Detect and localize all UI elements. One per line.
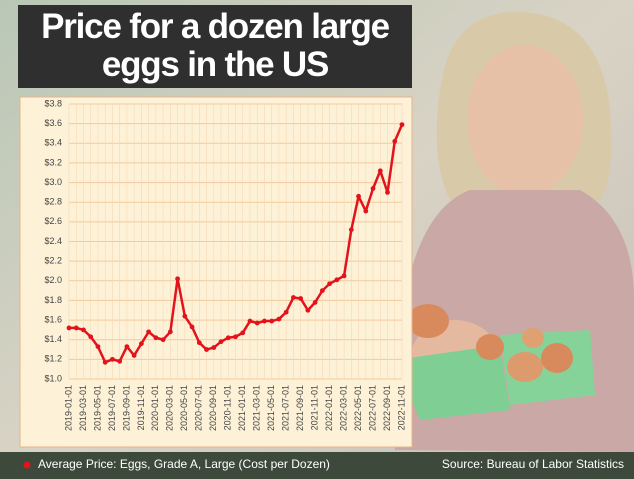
y-tick-label: $2.8 [44, 197, 62, 207]
data-point [334, 277, 340, 283]
x-tick-label: 2019-01-01 [63, 385, 73, 431]
x-tick-label: 2020-01-01 [150, 385, 160, 431]
data-point [370, 186, 376, 191]
woman-illustration [394, 11, 634, 452]
data-point [110, 356, 115, 362]
data-point [88, 334, 94, 340]
data-point [81, 327, 86, 333]
y-tick-label: $3.0 [44, 177, 62, 187]
data-point [211, 345, 217, 350]
x-tick-label: 2019-11-01 [136, 385, 146, 430]
x-tick-label: 2022-03-01 [338, 385, 348, 431]
data-point [138, 341, 144, 347]
data-point [167, 329, 173, 335]
data-point [262, 318, 267, 324]
y-tick-label: $3.8 [44, 98, 62, 108]
x-tick-label: 2019-03-01 [78, 385, 88, 431]
x-tick-label: 2020-09-01 [208, 385, 218, 431]
data-point [189, 324, 195, 330]
data-point [66, 325, 72, 331]
x-tick-label: 2021-09-01 [295, 385, 305, 431]
y-tick-label: $2.0 [44, 275, 62, 285]
x-tick-label: 2020-07-01 [194, 385, 204, 431]
data-point [392, 138, 398, 144]
data-point [117, 358, 123, 364]
y-tick-label: $3.2 [44, 157, 62, 167]
data-point [247, 318, 253, 324]
data-point [312, 299, 318, 305]
data-point [182, 313, 188, 319]
data-point [233, 334, 238, 340]
y-tick-label: $1.8 [44, 295, 62, 305]
y-tick-label: $1.6 [44, 314, 62, 324]
data-point [298, 296, 304, 301]
footer-bar [0, 452, 634, 479]
data-point [348, 227, 354, 233]
y-tick-label: $3.4 [44, 138, 62, 148]
y-tick-label: $1.4 [44, 334, 62, 344]
legend-label: Average Price: Eggs, Grade A, Large (Cos… [38, 457, 330, 471]
data-point [319, 288, 325, 294]
y-tick-label: $1.2 [44, 354, 62, 364]
data-point [102, 359, 108, 365]
data-point [175, 276, 180, 282]
x-tick-label: 2020-03-01 [165, 385, 175, 431]
x-tick-label: 2021-05-01 [266, 385, 276, 431]
data-point [356, 193, 361, 199]
data-point [204, 347, 209, 352]
data-point [385, 189, 390, 195]
y-tick-label: $2.4 [44, 236, 62, 246]
data-point [341, 273, 347, 279]
x-tick-label: 2021-03-01 [252, 385, 262, 431]
legend-marker [23, 461, 31, 469]
x-tick-label: 2022-11-01 [396, 385, 406, 430]
data-point [124, 344, 130, 349]
data-point [160, 337, 166, 343]
data-point [153, 335, 159, 341]
data-point [240, 330, 246, 336]
data-point [327, 281, 333, 287]
y-tick-label: $2.6 [44, 216, 62, 226]
data-point [305, 307, 311, 313]
y-tick-label: $2.2 [44, 256, 62, 266]
data-point [131, 353, 137, 358]
y-tick-label: $1.0 [44, 373, 62, 383]
data-point [196, 340, 202, 346]
source: Source: Bureau of Labor Statistics [442, 457, 624, 471]
data-point [73, 325, 79, 331]
data-point [283, 309, 289, 315]
data-point [399, 122, 405, 128]
chart-panel [19, 96, 413, 448]
x-tick-label: 2022-01-01 [324, 385, 334, 431]
x-tick-label: 2021-01-01 [237, 385, 247, 431]
data-point [218, 339, 224, 345]
data-point [377, 168, 383, 174]
data-point [225, 335, 231, 341]
x-tick-label: 2019-05-01 [92, 385, 102, 431]
x-tick-label: 2019-09-01 [121, 385, 131, 431]
x-tick-label: 2020-05-01 [179, 385, 189, 431]
data-point [254, 320, 260, 326]
y-tick-label: $3.6 [44, 118, 62, 128]
x-tick-label: 2021-11-01 [310, 385, 320, 430]
data-point [269, 318, 275, 324]
data-point [363, 208, 369, 214]
data-point [146, 329, 152, 335]
data-point [95, 344, 101, 349]
x-tick-label: 2020-11-01 [223, 385, 233, 430]
x-tick-label: 2021-07-01 [281, 385, 291, 431]
data-point [291, 295, 296, 300]
x-tick-label: 2019-07-01 [107, 385, 117, 431]
x-tick-label: 2022-09-01 [382, 385, 392, 431]
x-tick-label: 2022-05-01 [353, 385, 363, 431]
chart-title: Price for a dozen large eggs in the US [18, 5, 412, 88]
data-point [276, 316, 282, 322]
x-tick-label: 2022-07-01 [367, 385, 377, 431]
